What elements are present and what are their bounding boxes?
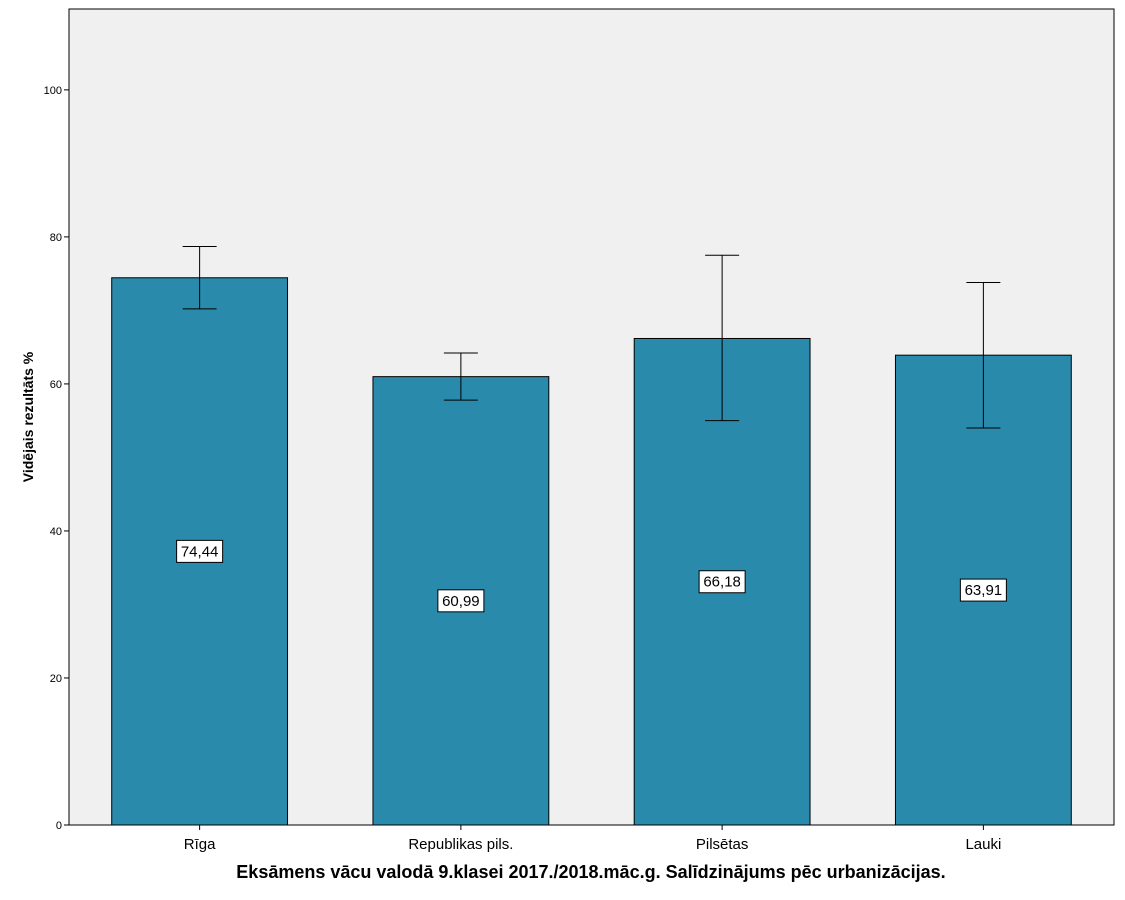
data-label: 63,91 <box>965 582 1003 599</box>
data-label: 74,44 <box>181 543 219 560</box>
data-label: 66,18 <box>703 574 741 591</box>
category-label: Republikas pils. <box>408 836 513 853</box>
y-tick-label: 20 <box>50 673 62 685</box>
category-label: Rīga <box>184 836 216 853</box>
y-tick-label: 100 <box>44 85 62 97</box>
data-label-box <box>959 578 1007 602</box>
category-label: Pilsētas <box>696 836 749 853</box>
bar-series: 74,44 60,99 66,18 63,91 <box>111 245 1072 826</box>
y-tick-label: 0 <box>56 820 62 832</box>
data-label-box <box>437 589 485 613</box>
x-axis-label: Eksāmens vācu valodā 9.klasei 2017./2018… <box>236 862 945 882</box>
y-axis-label: Vidējais rezultāts % <box>20 351 36 482</box>
data-label: 60,99 <box>442 593 480 610</box>
data-label-box <box>698 570 746 594</box>
x-axis: Rīga Republikas pils. Pilsētas Lauki <box>184 825 1001 853</box>
data-label-box <box>176 539 224 563</box>
y-tick-label: 60 <box>50 379 62 391</box>
y-tick-label: 80 <box>50 232 62 244</box>
y-axis: 0 20 40 60 80 100 <box>44 85 69 832</box>
category-label: Lauki <box>965 836 1001 853</box>
y-tick-label: 40 <box>50 526 62 538</box>
